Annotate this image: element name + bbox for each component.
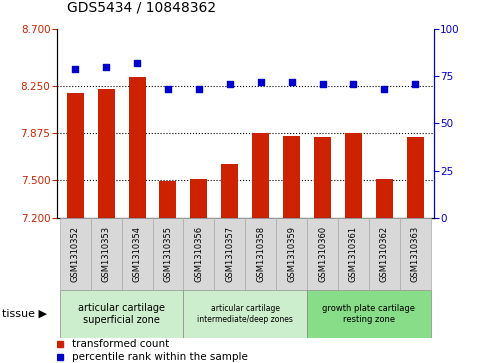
Text: GSM1310359: GSM1310359: [287, 226, 296, 282]
Point: [71, 66, 79, 72]
Bar: [60, 218, 91, 290]
Bar: [122, 218, 152, 290]
Bar: [345, 134, 362, 218]
Point: [257, 79, 265, 85]
Text: tissue ▶: tissue ▶: [2, 309, 47, 319]
Bar: [276, 218, 307, 290]
Text: GSM1310363: GSM1310363: [411, 226, 420, 282]
Text: GSM1310358: GSM1310358: [256, 226, 265, 282]
Point: [318, 81, 326, 87]
Point: [226, 81, 234, 87]
Text: GSM1310352: GSM1310352: [70, 226, 80, 282]
Point: [288, 79, 296, 85]
Bar: [245, 218, 276, 290]
Text: GSM1310355: GSM1310355: [164, 226, 173, 282]
Bar: [221, 164, 238, 218]
Bar: [183, 290, 307, 338]
Bar: [152, 218, 183, 290]
Bar: [400, 218, 431, 290]
Text: GSM1310362: GSM1310362: [380, 226, 389, 282]
Bar: [183, 218, 214, 290]
Point: [381, 86, 388, 92]
Bar: [190, 179, 208, 218]
Text: articular cartilage
superficial zone: articular cartilage superficial zone: [78, 303, 165, 325]
Bar: [214, 218, 245, 290]
Text: GSM1310353: GSM1310353: [102, 226, 110, 282]
Bar: [129, 77, 145, 218]
Text: growth plate cartilage
resting zone: growth plate cartilage resting zone: [322, 304, 416, 324]
Bar: [252, 134, 269, 218]
Point: [195, 86, 203, 92]
Text: articular cartilage
intermediate/deep zones: articular cartilage intermediate/deep zo…: [197, 304, 293, 324]
Bar: [307, 290, 431, 338]
Bar: [98, 89, 115, 218]
Text: GSM1310354: GSM1310354: [133, 226, 141, 282]
Text: GDS5434 / 10848362: GDS5434 / 10848362: [67, 0, 215, 15]
Text: transformed count: transformed count: [72, 339, 169, 349]
Point: [133, 60, 141, 66]
Bar: [407, 137, 424, 218]
Bar: [307, 218, 338, 290]
Bar: [376, 179, 393, 218]
Point: [164, 86, 172, 92]
Bar: [60, 290, 183, 338]
Text: GSM1310356: GSM1310356: [194, 226, 204, 282]
Point: [350, 81, 357, 87]
Bar: [338, 218, 369, 290]
Point: [411, 81, 419, 87]
Bar: [159, 181, 176, 218]
Text: GSM1310361: GSM1310361: [349, 226, 358, 282]
Text: percentile rank within the sample: percentile rank within the sample: [72, 352, 247, 362]
Bar: [314, 137, 331, 218]
Text: GSM1310360: GSM1310360: [318, 226, 327, 282]
Bar: [91, 218, 122, 290]
Bar: [283, 136, 300, 218]
Point: [102, 64, 110, 70]
Text: GSM1310357: GSM1310357: [225, 226, 234, 282]
Bar: [67, 93, 84, 218]
Bar: [369, 218, 400, 290]
